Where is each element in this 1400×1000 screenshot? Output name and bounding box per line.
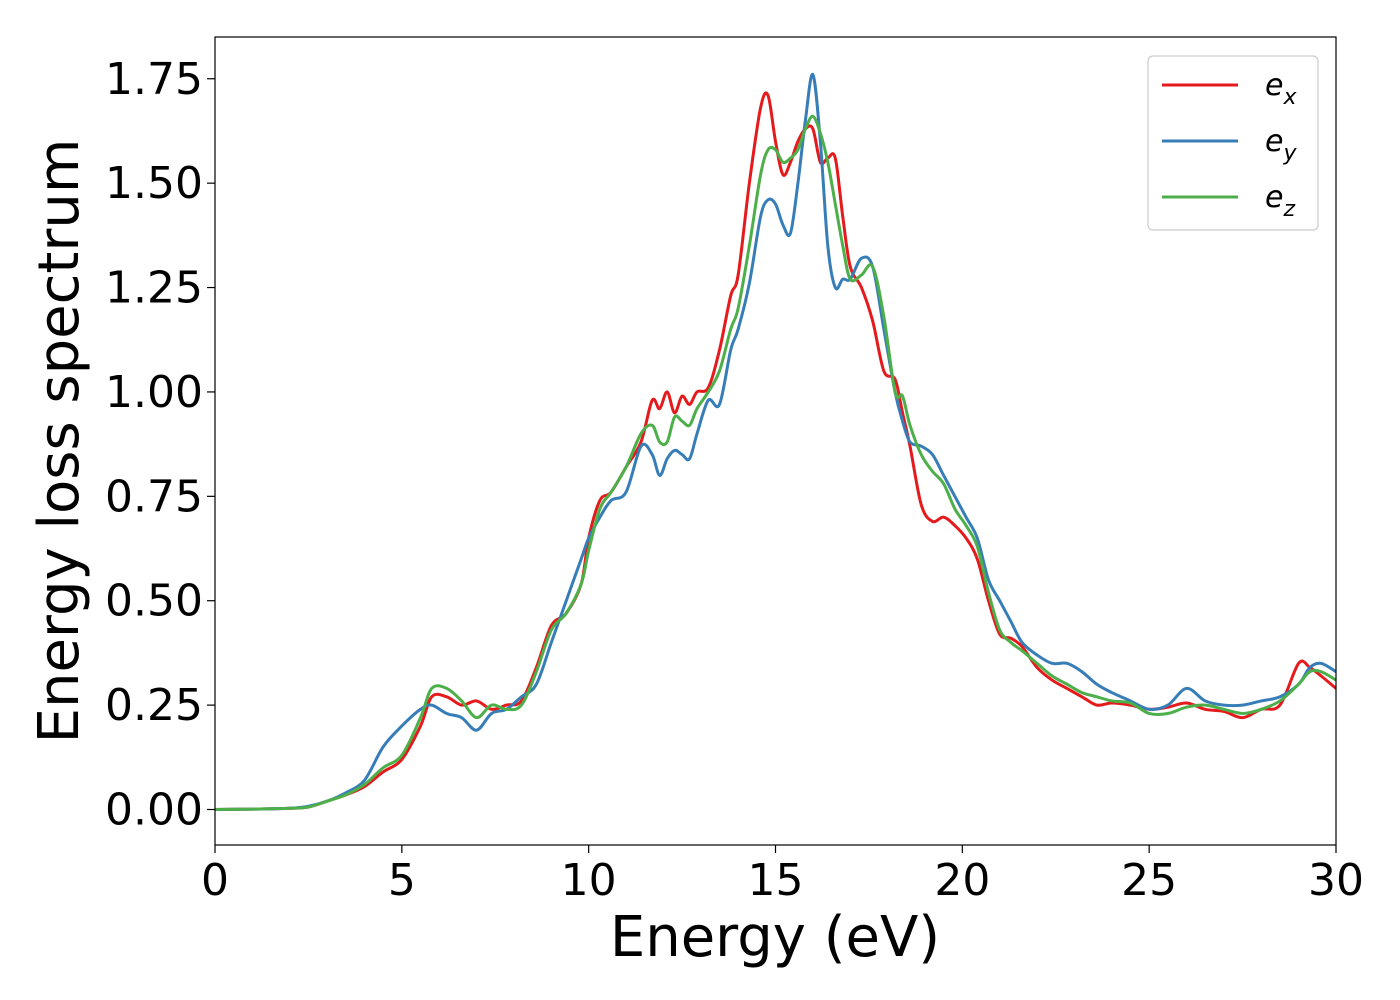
x-axis-label: Energy (eV) [610, 905, 940, 970]
x-tick-label: 10 [561, 855, 617, 906]
x-tick-label: 15 [748, 855, 804, 906]
legend-label-y: ey [1265, 124, 1297, 166]
y-tick-label: 1.75 [105, 54, 203, 105]
y-tick-label: 1.50 [105, 158, 203, 209]
legend-label-main: e [1265, 180, 1283, 215]
legend-label-main: e [1265, 68, 1283, 103]
legend-label-z: ez [1265, 180, 1295, 222]
series-line-z [215, 114, 1336, 812]
y-tick-label: 0.25 [105, 680, 203, 731]
y-axis-label: Energy loss spectrum [27, 139, 92, 744]
series-layer [215, 73, 1336, 812]
y-tick-label: 0.00 [105, 785, 203, 836]
legend-label-subscript: z [1282, 197, 1295, 222]
y-tick-label: 0.75 [105, 471, 203, 522]
x-tick-label: 5 [388, 855, 416, 906]
legend-label-subscript: x [1282, 85, 1297, 110]
x-tick-label: 0 [201, 855, 229, 906]
x-tick-label: 20 [934, 855, 990, 906]
y-axis: 0.00 0.25 0.50 0.75 1.00 1.25 1.50 1.75 [105, 54, 215, 836]
x-axis: 0 5 10 15 20 25 30 [201, 845, 1364, 906]
y-tick-label: 0.50 [105, 576, 203, 627]
legend-label-main: e [1265, 124, 1283, 159]
x-tick-label: 25 [1121, 855, 1177, 906]
y-tick-label: 1.25 [105, 263, 203, 314]
y-tick-label: 1.00 [105, 367, 203, 418]
legend-label-subscript: y [1282, 141, 1297, 166]
series-line-y [215, 73, 1336, 812]
legend-box [1147, 55, 1319, 231]
legend-label-x: ex [1265, 68, 1297, 110]
x-tick-label: 30 [1308, 855, 1364, 906]
